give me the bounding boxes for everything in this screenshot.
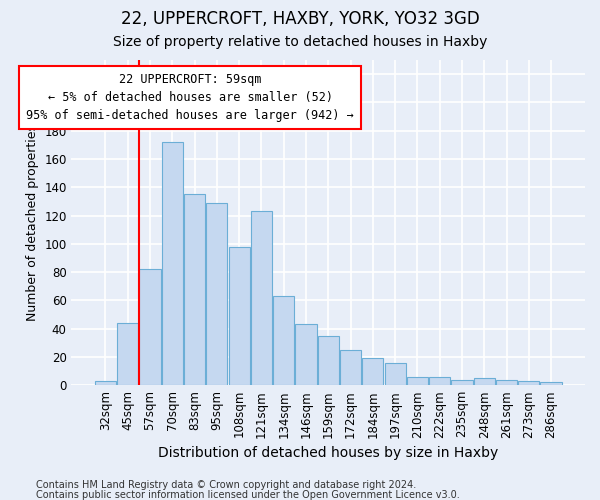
Bar	[451, 380, 473, 385]
Text: 22, UPPERCROFT, HAXBY, YORK, YO32 3GD: 22, UPPERCROFT, HAXBY, YORK, YO32 3GD	[121, 10, 479, 28]
Bar	[518, 381, 539, 385]
Bar	[273, 296, 294, 385]
Text: 22 UPPERCROFT: 59sqm
← 5% of detached houses are smaller (52)
95% of semi-detach: 22 UPPERCROFT: 59sqm ← 5% of detached ho…	[26, 72, 354, 122]
Bar	[206, 203, 227, 385]
Bar	[541, 382, 562, 385]
Bar	[407, 376, 428, 385]
Bar	[317, 336, 339, 385]
Bar	[429, 376, 450, 385]
Bar	[117, 323, 138, 385]
Bar	[251, 212, 272, 385]
Bar	[340, 350, 361, 385]
Text: Contains public sector information licensed under the Open Government Licence v3: Contains public sector information licen…	[36, 490, 460, 500]
Text: Contains HM Land Registry data © Crown copyright and database right 2024.: Contains HM Land Registry data © Crown c…	[36, 480, 416, 490]
Text: Size of property relative to detached houses in Haxby: Size of property relative to detached ho…	[113, 35, 487, 49]
Bar	[295, 324, 317, 385]
Bar	[184, 194, 205, 385]
Bar	[385, 362, 406, 385]
Bar	[229, 246, 250, 385]
Bar	[95, 381, 116, 385]
Bar	[496, 380, 517, 385]
Bar	[362, 358, 383, 385]
Bar	[473, 378, 495, 385]
X-axis label: Distribution of detached houses by size in Haxby: Distribution of detached houses by size …	[158, 446, 499, 460]
Bar	[139, 269, 161, 385]
Y-axis label: Number of detached properties: Number of detached properties	[26, 124, 38, 321]
Bar	[161, 142, 183, 385]
